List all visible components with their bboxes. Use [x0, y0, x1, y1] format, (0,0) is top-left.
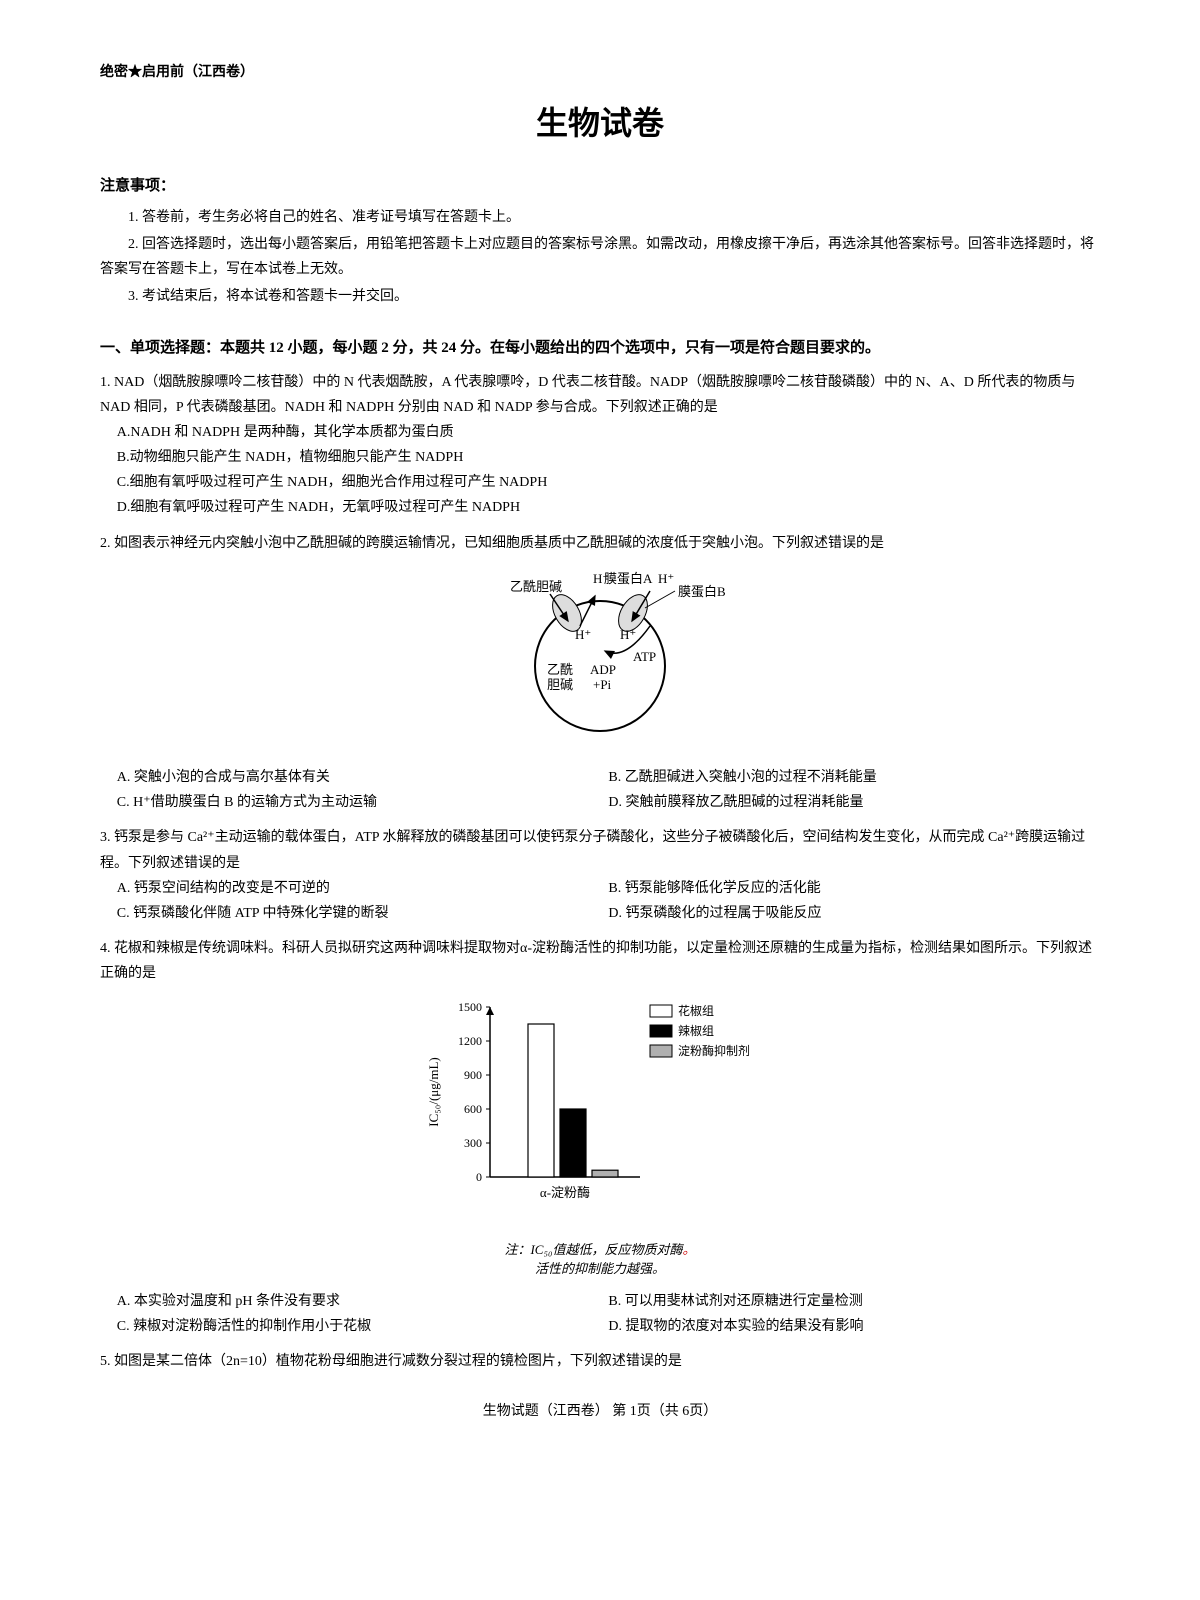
- svg-text:600: 600: [464, 1102, 482, 1116]
- notice-item: 2. 回答选择题时，选出每小题答案后，用铅笔把答题卡上对应题目的答案标号涂黑。如…: [100, 232, 1100, 282]
- q4-option-c: C. 辣椒对淀粉酶活性的抑制作用小于花椒: [117, 1314, 609, 1339]
- q4-chart: 0 300 600 900 1200 1500 IC₅₀/(μg/mL) α-淀粉酶 花椒组辣椒…: [100, 997, 1100, 1279]
- q3-option-c: C. 钙泵磷酸化伴随 ATP 中特殊化学键的断裂: [117, 901, 609, 926]
- svg-text:1200: 1200: [458, 1034, 482, 1048]
- notice-item: 1. 答卷前，考生务必将自己的姓名、准考证号填写在答题卡上。: [100, 205, 1100, 230]
- q1-option-a: A.NADH 和 NADPH 是两种酶，其化学本质都为蛋白质: [100, 420, 1100, 445]
- svg-text:花椒组: 花椒组: [678, 1003, 714, 1018]
- question-3: 3. 钙泵是参与 Ca²⁺主动运输的载体蛋白，ATP 水解释放的磷酸基团可以使钙…: [100, 825, 1100, 926]
- label-ach-in2: 胆碱: [547, 677, 573, 692]
- svg-text:α-淀粉酶: α-淀粉酶: [540, 1185, 590, 1200]
- svg-text:IC₅₀/(μg/mL): IC₅₀/(μg/mL): [426, 1057, 441, 1126]
- label-protA: 膜蛋白A: [604, 571, 653, 586]
- q1-stem: 1. NAD（烟酰胺腺嘌呤二核苷酸）中的 N 代表烟酰胺，A 代表腺嘌呤，D 代…: [100, 370, 1100, 420]
- notice-item: 3. 考试结束后，将本试卷和答题卡一并交回。: [100, 284, 1100, 309]
- q1-option-c: C.细胞有氧呼吸过程可产生 NADH，细胞光合作用过程可产生 NADPH: [100, 470, 1100, 495]
- question-5: 5. 如图是某二倍体（2n=10）植物花粉母细胞进行减数分裂过程的镜检图片，下列…: [100, 1349, 1100, 1374]
- q4-option-b: B. 可以用斐林试剂对还原糖进行定量检测: [608, 1289, 1100, 1314]
- notice-heading: 注意事项：: [100, 173, 1100, 200]
- section-title: 一、单项选择题：本题共 12 小题，每小题 2 分，共 24 分。在每小题给出的…: [100, 335, 1100, 362]
- label-ach-out: 乙酰胆碱: [510, 579, 562, 594]
- label-adp1: ADP: [590, 662, 616, 677]
- svg-text:0: 0: [476, 1170, 482, 1184]
- question-4: 4. 花椒和辣椒是传统调味料。科研人员拟研究这两种调味料提取物对α-淀粉酶活性的…: [100, 936, 1100, 1339]
- q3-option-d: D. 钙泵磷酸化的过程属于吸能反应: [608, 901, 1100, 926]
- label-protB: 膜蛋白B: [678, 584, 726, 599]
- page-title: 生物试卷: [100, 95, 1100, 153]
- question-1: 1. NAD（烟酰胺腺嘌呤二核苷酸）中的 N 代表烟酰胺，A 代表腺嘌呤，D 代…: [100, 370, 1100, 521]
- label-adp2: +Pi: [593, 677, 612, 692]
- svg-text:淀粉酶抑制剂: 淀粉酶抑制剂: [678, 1043, 750, 1058]
- q4-option-d: D. 提取物的浓度对本实验的结果没有影响: [608, 1314, 1100, 1339]
- q3-option-b: B. 钙泵能够降低化学反应的活化能: [608, 876, 1100, 901]
- svg-text:300: 300: [464, 1136, 482, 1150]
- q4-option-a: A. 本实验对温度和 pH 条件没有要求: [117, 1289, 609, 1314]
- question-2: 2. 如图表示神经元内突触小泡中乙酰胆碱的跨膜运输情况，已知细胞质基质中乙酰胆碱…: [100, 531, 1100, 816]
- label-atp: ATP: [633, 649, 656, 664]
- svg-text:1500: 1500: [458, 1000, 482, 1014]
- q4-caption: 注：IC₅₀值越低，反应物质对酶。 活性的抑制能力越强。: [100, 1240, 1100, 1279]
- label-h-in2: H⁺: [620, 627, 636, 642]
- q5-stem: 5. 如图是某二倍体（2n=10）植物花粉母细胞进行减数分裂过程的镜检图片，下列…: [100, 1349, 1100, 1374]
- svg-text:辣椒组: 辣椒组: [678, 1024, 714, 1038]
- q2-option-a: A. 突触小泡的合成与高尔基体有关: [117, 765, 609, 790]
- confidential-label: 绝密★启用前（江西卷）: [100, 60, 1100, 85]
- q2-option-c: C. H⁺借助膜蛋白 B 的运输方式为主动运输: [117, 790, 609, 815]
- q2-stem: 2. 如图表示神经元内突触小泡中乙酰胆碱的跨膜运输情况，已知细胞质基质中乙酰胆碱…: [100, 531, 1100, 556]
- q2-diagram: 乙酰胆碱 H⁺ 膜蛋白A H⁺ 膜蛋白B H⁺ H⁺ 乙酰 胆碱 ADP +Pi…: [100, 566, 1100, 755]
- svg-text:900: 900: [464, 1068, 482, 1082]
- page-footer: 生物试题（江西卷） 第 1页（共 6页）: [100, 1399, 1100, 1424]
- q3-stem: 3. 钙泵是参与 Ca²⁺主动运输的载体蛋白，ATP 水解释放的磷酸基团可以使钙…: [100, 825, 1100, 875]
- q2-option-b: B. 乙酰胆碱进入突触小泡的过程不消耗能量: [608, 765, 1100, 790]
- q3-option-a: A. 钙泵空间结构的改变是不可逆的: [117, 876, 609, 901]
- q4-stem: 4. 花椒和辣椒是传统调味料。科研人员拟研究这两种调味料提取物对α-淀粉酶活性的…: [100, 936, 1100, 986]
- q1-option-d: D.细胞有氧呼吸过程可产生 NADH，无氧呼吸过程可产生 NADPH: [100, 495, 1100, 520]
- q2-option-d: D. 突触前膜释放乙酰胆碱的过程消耗能量: [608, 790, 1100, 815]
- label-h-in1: H⁺: [575, 627, 591, 642]
- label-ach-in1: 乙酰: [547, 662, 573, 677]
- label-h-top2: H⁺: [658, 571, 674, 586]
- q1-option-b: B.动物细胞只能产生 NADH，植物细胞只能产生 NADPH: [100, 445, 1100, 470]
